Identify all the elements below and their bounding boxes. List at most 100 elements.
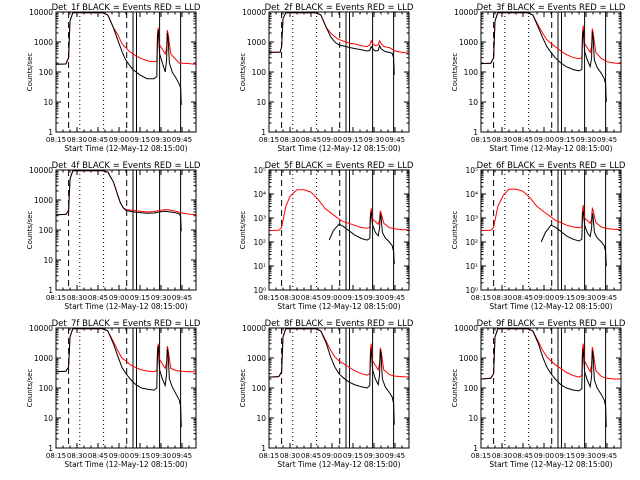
x-tick-label: 08:15	[471, 452, 491, 460]
y-tick-label: 10000	[242, 324, 266, 333]
plot-frame	[55, 327, 197, 449]
x-tick-label: 08:45	[301, 136, 321, 144]
x-tick-label: 08:30	[67, 294, 87, 302]
x-tick-label: 08:15	[471, 294, 491, 302]
x-tick-label: 09:30	[364, 294, 384, 302]
plot-frame	[268, 11, 410, 133]
x-tick-label: 08:30	[67, 136, 87, 144]
y-axis-label: Counts/sec	[26, 369, 34, 408]
panel-6: Det_6f BLACK = Events RED = LLD 10⁰ 10¹ 10²…	[451, 161, 626, 311]
x-tick-label: 09:45	[597, 294, 617, 302]
y-tick-label: 1	[473, 128, 478, 137]
y-axis-label: Counts/sec	[26, 53, 34, 92]
panel-9: Det_9f BLACK = Events RED = LLD 1 10 100 100…	[451, 319, 626, 469]
y-tick-label: 100	[39, 226, 54, 235]
events-series-line	[55, 328, 182, 428]
x-tick-label: 09:45	[172, 452, 192, 460]
panel-1: Det_1f BLACK = Events RED = LLD 1 10 100 100…	[26, 3, 201, 153]
y-tick-label: 10⁰	[253, 286, 266, 295]
y-tick-label: 100	[464, 384, 479, 393]
plot-frame	[480, 11, 622, 133]
x-tick-label: 09:30	[151, 452, 171, 460]
panel-title: Det_7f BLACK = Events RED = LLD	[52, 319, 201, 329]
x-tick-label: 09:00	[322, 452, 342, 460]
plot-frame	[480, 169, 622, 291]
x-tick-label: 08:15	[259, 452, 279, 460]
x-tick-label: 08:30	[492, 136, 512, 144]
events-series-line	[55, 12, 182, 105]
x-tick-label: 08:45	[88, 294, 108, 302]
y-axis-label: Counts/sec	[451, 211, 459, 250]
y-tick-label: 10	[468, 414, 478, 423]
y-tick-label: 10	[43, 98, 53, 107]
panel-3: Det_3f BLACK = Events RED = LLD 1 10 100 100…	[451, 3, 626, 153]
x-tick-label: 09:15	[130, 452, 150, 460]
panel-title: Det_5f BLACK = Events RED = LLD	[265, 161, 414, 171]
y-tick-label: 10³	[465, 214, 478, 223]
panel-title: Det_4f BLACK = Events RED = LLD	[52, 161, 201, 171]
y-tick-label: 10000	[29, 8, 53, 17]
y-axis-label: Counts/sec	[239, 53, 247, 92]
events-series-line	[480, 12, 607, 103]
x-tick-label: 08:45	[88, 136, 108, 144]
x-tick-label: 09:15	[343, 136, 363, 144]
x-axis-label: Start Time (12-May-12 08:15:00)	[489, 460, 612, 469]
x-tick-label: 09:30	[151, 136, 171, 144]
x-tick-label: 09:30	[364, 136, 384, 144]
x-tick-label: 08:15	[259, 136, 279, 144]
y-tick-label: 10000	[454, 8, 478, 17]
x-axis-label: Start Time (12-May-12 08:15:00)	[277, 302, 400, 311]
y-tick-label: 10	[256, 414, 266, 423]
x-tick-label: 08:15	[46, 452, 66, 460]
y-tick-label: 10⁰	[465, 286, 478, 295]
y-axis-label: Counts/sec	[239, 369, 247, 408]
events-series-line	[268, 12, 395, 75]
x-axis-label: Start Time (12-May-12 08:15:00)	[64, 302, 187, 311]
y-axis-label: Counts/sec	[239, 211, 247, 250]
events-series-line	[540, 210, 607, 267]
x-tick-label: 08:30	[492, 452, 512, 460]
y-axis-label: Counts/sec	[451, 369, 459, 408]
lld-series-line	[55, 12, 197, 65]
panel-2: Det_2f BLACK = Events RED = LLD 1 10 100 100…	[239, 3, 414, 153]
x-tick-label: 09:30	[576, 294, 596, 302]
y-tick-label: 10²	[465, 238, 478, 247]
x-tick-label: 09:30	[151, 294, 171, 302]
events-series-line	[55, 170, 182, 232]
y-tick-label: 10¹	[465, 262, 478, 271]
x-axis-label: Start Time (12-May-12 08:15:00)	[489, 302, 612, 311]
x-tick-label: 09:15	[130, 294, 150, 302]
y-tick-label: 1000	[459, 354, 478, 363]
x-tick-label: 09:45	[172, 136, 192, 144]
x-tick-label: 08:45	[513, 294, 533, 302]
lld-series-line	[268, 12, 410, 54]
x-tick-label: 09:00	[322, 136, 342, 144]
lld-series-line	[268, 189, 410, 231]
plot-frame	[268, 327, 410, 449]
lld-series-line	[480, 328, 621, 380]
y-tick-label: 10⁵	[465, 166, 478, 175]
plot-frame	[55, 11, 197, 133]
x-tick-label: 09:15	[343, 452, 363, 460]
y-tick-label: 1	[48, 128, 53, 137]
lld-series-line	[55, 170, 197, 216]
y-tick-label: 100	[39, 68, 54, 77]
x-tick-label: 09:00	[534, 136, 554, 144]
x-axis-label: Start Time (12-May-12 08:15:00)	[277, 460, 400, 469]
x-tick-label: 08:45	[88, 452, 108, 460]
y-tick-label: 1000	[34, 38, 53, 47]
plot-frame	[55, 169, 197, 291]
y-tick-label: 100	[39, 384, 54, 393]
x-tick-label: 08:30	[280, 294, 300, 302]
x-tick-label: 09:30	[364, 452, 384, 460]
y-tick-label: 10⁴	[465, 190, 478, 199]
lld-series-line	[268, 328, 410, 378]
y-tick-label: 10000	[454, 324, 478, 333]
y-tick-label: 10²	[253, 238, 266, 247]
x-tick-label: 09:00	[109, 452, 129, 460]
y-tick-label: 100	[252, 384, 267, 393]
y-tick-label: 1	[261, 128, 266, 137]
y-tick-label: 10000	[242, 8, 266, 17]
x-tick-label: 09:45	[597, 136, 617, 144]
